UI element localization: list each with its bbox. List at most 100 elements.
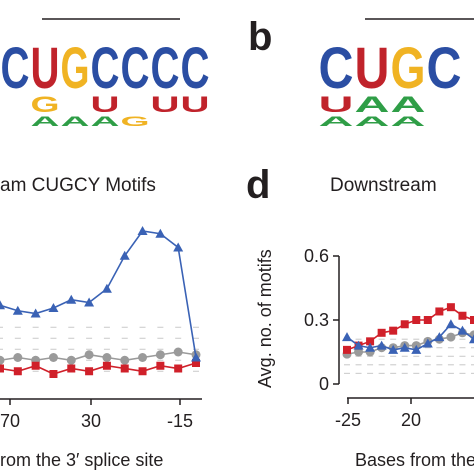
x-tick-label: -25 <box>335 410 361 430</box>
point-gray <box>13 353 23 362</box>
point-gray <box>138 353 148 362</box>
point-red <box>377 328 386 337</box>
logo-left-letter-A: A <box>31 113 60 129</box>
point-red <box>85 367 94 376</box>
point-blue <box>342 332 352 342</box>
logo-left-letter-U: U <box>31 36 60 101</box>
logo-right-letter-A: A <box>391 113 426 129</box>
point-blue <box>30 308 41 318</box>
point-blue <box>422 338 433 348</box>
y-tick-label: 0 <box>319 374 329 394</box>
x-tick-label: 70 <box>0 411 20 431</box>
point-blue <box>445 319 456 329</box>
point-red <box>138 367 147 376</box>
point-blue <box>48 303 59 312</box>
chart-right-xlabel: Bases from the <box>355 450 474 470</box>
point-blue <box>119 250 130 260</box>
point-red <box>435 307 444 316</box>
logo-right-letter-A: A <box>355 92 390 117</box>
point-blue <box>155 228 166 238</box>
point-blue <box>191 352 201 362</box>
point-red <box>423 316 432 324</box>
chart-right: 0 0.3 0.6 -25 20 <box>304 246 474 430</box>
point-blue <box>457 325 468 335</box>
point-gray <box>120 355 130 365</box>
logo-left-letter-G: G <box>121 113 150 129</box>
logo-right-letter-C: C <box>427 36 462 101</box>
point-red <box>470 316 474 324</box>
logo-right-letter-G: G <box>391 36 426 101</box>
point-blue <box>376 340 387 350</box>
logo-left-letter-A: A <box>91 113 120 129</box>
point-gray <box>48 353 58 362</box>
logo-right-letter-C: C <box>319 36 354 101</box>
series-line-red <box>346 306 474 351</box>
chart-right-ylabel: Avg. no. of motifs <box>255 249 275 388</box>
point-blue <box>365 342 376 352</box>
point-red <box>389 326 398 335</box>
x-tick-label: 20 <box>401 410 421 430</box>
point-blue <box>399 342 410 352</box>
point-red <box>156 361 165 370</box>
point-red <box>0 364 4 373</box>
point-red <box>120 364 129 373</box>
point-blue <box>137 226 148 235</box>
point-blue <box>84 297 95 307</box>
logo-left-letter-C: C <box>1 36 30 101</box>
point-red <box>400 320 409 329</box>
point-red <box>446 303 455 312</box>
panel-label-d: d <box>246 163 270 207</box>
chart-left: 70 30 -15 <box>0 226 202 431</box>
logo-right-letter-U: U <box>355 36 390 101</box>
point-blue <box>12 305 23 315</box>
logo-left-letter-G: G <box>31 92 60 117</box>
point-blue <box>469 334 474 344</box>
logo-left-letter-C: C <box>151 36 180 101</box>
point-gray <box>102 353 112 362</box>
logo-left-letter-G: G <box>61 36 90 101</box>
point-blue <box>388 344 399 354</box>
point-blue <box>0 300 5 310</box>
logo-left-letter-C: C <box>91 36 120 101</box>
logo-right-letter-A: A <box>391 92 426 117</box>
chart-right-title: Downstream <box>330 175 437 196</box>
y-tick-label: 0.3 <box>304 310 329 330</box>
logo-left-letter-U: U <box>151 92 180 117</box>
point-red <box>49 370 58 378</box>
point-gray <box>446 332 456 342</box>
point-red <box>13 367 22 376</box>
logo-left-letter-C: C <box>121 36 150 101</box>
chart-left-xlabel: rom the 3′ splice site <box>0 450 163 470</box>
point-blue <box>411 344 422 354</box>
point-gray <box>173 347 183 357</box>
logo-left-letter-A: A <box>61 113 90 129</box>
point-red <box>458 311 467 320</box>
chart-left-title: am CUGCY Motifs <box>0 175 156 196</box>
point-blue <box>66 294 77 304</box>
logo-left-letter-C: C <box>181 36 210 101</box>
logo-right-letter-U: U <box>319 92 354 117</box>
panel-label-b: b <box>248 15 272 59</box>
point-gray <box>84 350 94 360</box>
logo-right-letter-A: A <box>355 113 390 129</box>
point-red <box>343 345 351 354</box>
point-blue <box>353 340 364 350</box>
point-red <box>102 361 111 370</box>
point-blue <box>434 332 445 342</box>
x-tick-label: -15 <box>167 411 193 431</box>
series-line-blue <box>0 230 197 358</box>
point-red <box>412 316 421 324</box>
series-line-gray <box>0 351 197 362</box>
point-gray <box>66 355 76 365</box>
point-red <box>174 364 183 373</box>
logo-left-letter-U: U <box>91 92 120 117</box>
point-blue <box>173 242 184 252</box>
x-tick-label: 30 <box>81 411 101 431</box>
point-red <box>31 361 40 370</box>
logo-left-letter-U: U <box>181 92 210 117</box>
point-red <box>192 359 200 367</box>
y-tick-label: 0.6 <box>304 246 329 266</box>
